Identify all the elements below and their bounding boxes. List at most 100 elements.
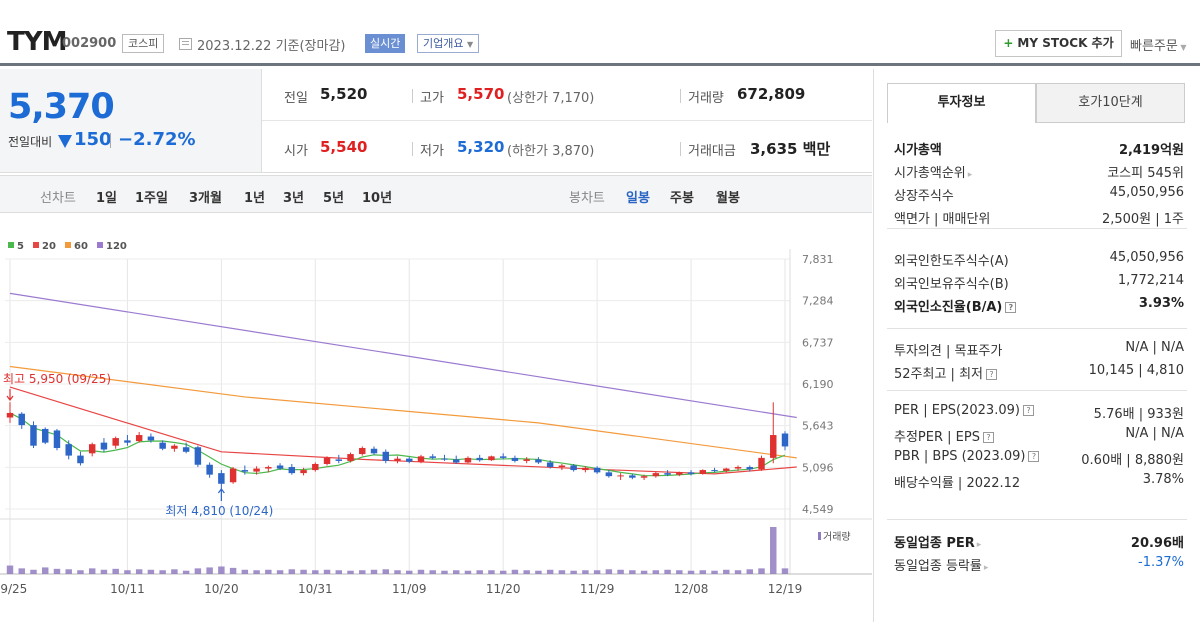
info-row-value: 5.76배 | 933원: [1093, 407, 1184, 422]
info-row-value: 45,050,956: [1109, 250, 1184, 265]
volume-bar: [605, 569, 613, 574]
info-row-label-text: 동일업종 PER: [894, 536, 975, 551]
volume-bar: [135, 569, 143, 574]
volume-bar: [218, 566, 225, 574]
candle-body: [370, 448, 378, 454]
open-label: 시가: [284, 144, 308, 159]
volume-bar: [676, 570, 683, 574]
volume-bar: [53, 568, 61, 574]
my-stock-add-button[interactable]: + MY STOCK 추가: [995, 30, 1122, 57]
candle-body: [770, 435, 777, 458]
period-3m[interactable]: 3개월: [189, 191, 222, 206]
volume-bar: [312, 570, 319, 574]
current-price: 5,370: [8, 87, 115, 127]
help-icon[interactable]: ?: [1022, 405, 1034, 416]
ma120-line: [9, 292, 797, 419]
volume-bar: [159, 570, 166, 574]
candle-body: [558, 465, 566, 468]
volume-bar: [265, 569, 272, 574]
help-icon[interactable]: ?: [982, 432, 994, 443]
high-arrow-icon: [6, 389, 14, 401]
candle-body: [664, 473, 671, 475]
info-row-value: 1,772,214: [1117, 273, 1184, 288]
volume-bar: [124, 570, 131, 574]
period-1d[interactable]: 1일: [96, 191, 118, 206]
help-icon[interactable]: ?: [1005, 302, 1017, 313]
candle-body: [206, 464, 213, 475]
volume-bar: [241, 569, 249, 574]
tab-order-book[interactable]: 호가10단계: [1036, 83, 1185, 123]
candle-body: [159, 442, 166, 449]
period-1w[interactable]: 1주일: [135, 191, 168, 206]
volume-legend-swatch: [818, 532, 821, 540]
info-row-label-text: PBR | BPS (2023.09): [894, 449, 1026, 464]
legend-label: 120: [106, 241, 127, 252]
info-row-label-text: 시가총액: [894, 143, 942, 158]
info-row-value: 2,500원 | 1주: [1101, 212, 1184, 227]
arrow-right-icon[interactable]: ▸: [983, 563, 989, 573]
info-row-label: 외국인한도주식수(A): [894, 250, 1009, 269]
candle-body: [687, 472, 695, 474]
info-row-value: 코스피 545위: [1107, 166, 1184, 181]
info-row-value: 3.93%: [1138, 296, 1184, 311]
volume-bar: [88, 568, 96, 574]
quick-order-dropdown[interactable]: 빠른주문 ▼: [1130, 35, 1187, 54]
x-tick-label: 11/20: [486, 582, 521, 596]
candle-body: [676, 472, 683, 475]
x-tick-label: 11/29: [580, 582, 615, 596]
arrow-right-icon[interactable]: ▸: [976, 540, 982, 550]
volume-bar: [535, 570, 542, 574]
y-tick-label: 5,096: [802, 461, 834, 474]
quick-order-label: 빠른주문: [1130, 39, 1178, 54]
volume-bar: [194, 568, 202, 574]
candle-monthly[interactable]: 월봉: [716, 191, 740, 206]
candle-body: [406, 458, 413, 462]
arrow-right-icon[interactable]: ▸: [967, 170, 973, 180]
candle-body: [300, 470, 307, 474]
period-1y[interactable]: 1년: [244, 191, 266, 206]
candle-body: [417, 456, 425, 462]
volume-bar: [770, 527, 777, 574]
stock-code: 002900: [62, 36, 117, 51]
help-icon[interactable]: ?: [1028, 451, 1040, 462]
company-overview-dropdown[interactable]: 기업개요 ▼: [417, 34, 480, 53]
high-annotation: 최고 5,950 (09/25): [3, 372, 111, 386]
candle-weekly[interactable]: 주봉: [670, 191, 694, 206]
tab-investment-info[interactable]: 투자정보: [887, 83, 1036, 123]
chevron-down-icon: ▼: [466, 40, 474, 49]
candle-body: [312, 463, 319, 471]
period-3y[interactable]: 3년: [283, 191, 305, 206]
candle-body: [41, 428, 49, 443]
help-icon[interactable]: ?: [986, 369, 997, 380]
volume-bar: [171, 569, 178, 574]
candle-body: [535, 459, 542, 463]
base-date: 2023.12.22 기준(장마감): [197, 39, 346, 54]
volume-bar: [288, 569, 296, 574]
chevron-down-icon: ▼: [1177, 43, 1187, 52]
candle-body: [464, 457, 472, 463]
info-row: 시가총액순위 ▸ 코스피 545위: [894, 162, 1184, 184]
volume-bar: [300, 569, 307, 574]
period-5y[interactable]: 5년: [323, 191, 345, 206]
volume-bar: [664, 569, 671, 574]
lower-limit: (하한가 3,870): [507, 144, 595, 159]
y-tick-label: 6,737: [802, 336, 834, 349]
candle-body: [452, 459, 460, 463]
price-chart[interactable]: 5 20 60 120 7,831 7,284 6,737 6,190 5,643 5,096 4,…: [0, 213, 872, 622]
info-row: 추정PER | EPS? N/A | N/A: [894, 426, 1184, 448]
volume-bar: [112, 568, 119, 574]
info-row: 배당수익률 | 2022.12 3.78%: [894, 472, 1184, 494]
divider: [110, 133, 111, 148]
info-row-label: 시가총액: [894, 139, 942, 158]
period-10y[interactable]: 10년: [362, 191, 393, 206]
candle-daily[interactable]: 일봉: [626, 191, 650, 206]
line-chart-label: 선차트: [40, 191, 76, 206]
info-row: 외국인한도주식수(A) 45,050,956: [894, 250, 1184, 272]
x-tick-label: 10/31: [298, 582, 333, 596]
candle-body: [241, 470, 249, 472]
volume-bar: [417, 569, 425, 574]
realtime-button[interactable]: 실시간: [365, 34, 406, 53]
candle-body: [605, 472, 613, 477]
divider: [412, 142, 413, 156]
info-row-label-text: 외국인한도주식수(A): [894, 254, 1009, 269]
